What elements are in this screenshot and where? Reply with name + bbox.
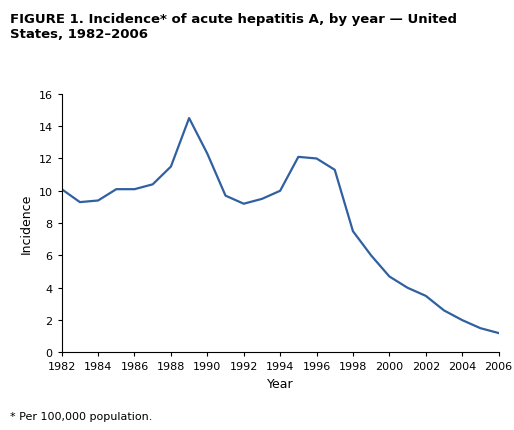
Text: * Per 100,000 population.: * Per 100,000 population. bbox=[10, 412, 153, 421]
X-axis label: Year: Year bbox=[267, 377, 293, 390]
Text: FIGURE 1. Incidence* of acute hepatitis A, by year — United
States, 1982–2006: FIGURE 1. Incidence* of acute hepatitis … bbox=[10, 13, 457, 41]
Y-axis label: Incidence: Incidence bbox=[20, 194, 33, 254]
